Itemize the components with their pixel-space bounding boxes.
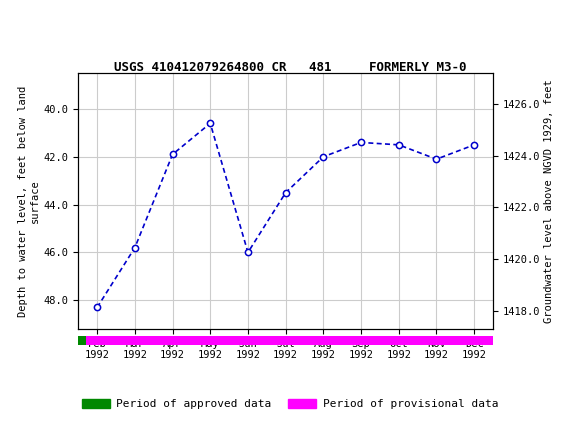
Text: USGS 410412079264800 CR   481     FORMERLY M3-0: USGS 410412079264800 CR 481 FORMERLY M3-… — [114, 61, 466, 74]
Y-axis label: Groundwater level above NGVD 1929, feet: Groundwater level above NGVD 1929, feet — [545, 79, 554, 323]
Bar — [78, 336, 86, 345]
Text: ≡USGS: ≡USGS — [10, 10, 81, 28]
Legend: Period of approved data, Period of provisional data: Period of approved data, Period of provi… — [82, 399, 498, 409]
Y-axis label: Depth to water level, feet below land
surface: Depth to water level, feet below land su… — [18, 86, 39, 316]
